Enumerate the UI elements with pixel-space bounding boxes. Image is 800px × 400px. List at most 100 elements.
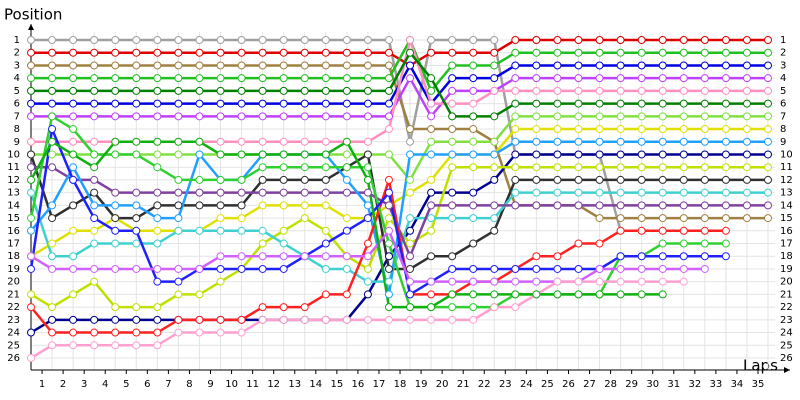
lap-marker [658,112,667,121]
lap-marker [69,328,78,337]
lap-marker [111,48,120,57]
x-tick-label: 3 [81,379,87,390]
lap-marker [764,175,772,184]
y-tick-label: 18 [7,251,20,262]
lap-marker [384,290,393,299]
lap-marker [132,226,141,235]
lap-marker [48,239,57,248]
lap-marker [300,201,309,210]
lap-marker [532,277,541,286]
lap-marker [111,341,120,350]
series-line [30,179,726,334]
lap-marker [764,36,772,44]
lap-marker [363,188,372,197]
x-tick-label: 22 [478,379,491,390]
y-tick-label-right: 9 [780,137,786,148]
lap-marker [342,150,351,159]
lap-marker [90,239,99,248]
lap-marker [300,61,309,70]
lap-marker [658,163,667,172]
lap-marker [616,61,625,70]
lap-marker [490,201,499,210]
lap-marker [658,264,667,273]
lap-marker [511,86,520,95]
lap-marker [679,150,688,159]
lap-marker [174,86,183,95]
lap-marker [48,214,57,223]
x-tick-label: 31 [667,379,680,390]
lap-marker [237,252,246,261]
lap-marker [595,99,604,108]
lap-marker [258,150,267,159]
lap-marker [637,112,646,121]
lap-marker [511,264,520,273]
lap-marker [342,315,351,324]
lap-marker [174,264,183,273]
lap-marker [406,61,415,70]
x-tick-label: 10 [225,379,238,390]
lap-marker [616,86,625,95]
y-tick-label-right: 5 [780,86,786,97]
lap-marker [637,188,646,197]
lap-marker [48,341,57,350]
lap-marker [700,112,709,121]
lap-marker [279,163,288,172]
lap-marker [258,252,267,261]
lap-marker [406,290,415,299]
y-tick-label-right: 18 [780,251,793,262]
lap-marker [132,188,141,197]
lap-marker [616,201,625,210]
lap-marker [532,201,541,210]
lap-marker [469,61,478,70]
lap-marker [342,188,351,197]
lap-marker [658,201,667,210]
lap-marker [721,150,730,159]
lap-marker [490,36,499,44]
series-line [29,124,726,297]
lap-marker [342,163,351,172]
lap-marker [216,188,225,197]
lap-marker [132,48,141,57]
lap-marker [69,163,78,172]
lap-marker [427,125,436,134]
lap-marker [300,112,309,121]
lap-marker [90,328,99,337]
lap-marker [553,86,562,95]
lap-marker [721,74,730,83]
lap-marker [195,315,204,324]
lap-marker [490,277,499,286]
lap-marker [764,61,772,70]
lap-marker [195,150,204,159]
lap-marker [406,175,415,184]
lap-marker [616,226,625,235]
lap-marker [300,99,309,108]
lap-marker [153,188,162,197]
lap-marker [363,163,372,172]
lap-marker [679,125,688,134]
lap-marker [700,252,709,261]
lap-marker [153,328,162,337]
lap-marker [132,86,141,95]
lap-marker [384,86,393,95]
lap-marker [658,137,667,146]
lap-marker [174,214,183,223]
lap-marker [258,239,267,248]
lap-marker [300,74,309,83]
lap-marker [69,341,78,350]
lap-marker [448,112,457,121]
lap-marker [679,137,688,146]
y-tick-label: 24 [7,328,20,339]
lap-marker [532,137,541,146]
lap-marker [448,201,457,210]
lap-marker [216,74,225,83]
lap-marker [321,48,330,57]
lap-marker [637,48,646,57]
lap-marker [637,150,646,159]
lap-marker [132,150,141,159]
x-tick-label: 23 [499,379,512,390]
lap-marker [174,112,183,121]
lap-marker [742,48,751,57]
lap-marker [742,36,751,44]
lap-marker [48,163,57,172]
lap-marker [595,125,604,134]
